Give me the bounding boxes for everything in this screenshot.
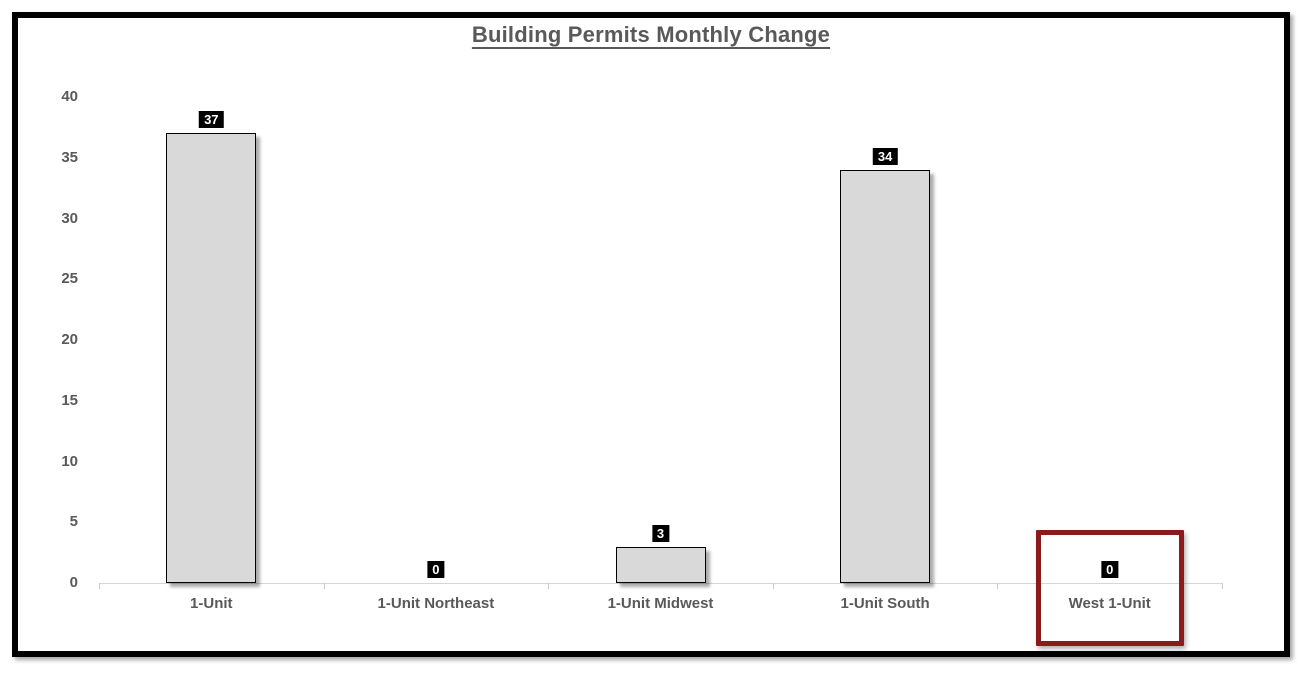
y-axis-tick-label: 35 bbox=[61, 148, 78, 166]
data-label-1-unit-northeast: 0 bbox=[427, 561, 445, 578]
y-axis-tick-label: 25 bbox=[61, 270, 78, 288]
data-label-1-unit-south: 34 bbox=[872, 147, 898, 165]
x-axis-tick bbox=[772, 583, 774, 589]
data-label-1-unit: 37 bbox=[199, 111, 224, 129]
y-axis-tick-label: 40 bbox=[61, 88, 78, 105]
highlight-box-west-1-unit[interactable] bbox=[1035, 530, 1184, 646]
x-axis-tick bbox=[1222, 583, 1223, 589]
y-axis-tick-label: 20 bbox=[61, 331, 78, 348]
x-axis-category-label: 1-Unit South bbox=[840, 595, 930, 612]
data-label-west-1-unit: 0 bbox=[1101, 561, 1119, 578]
y-axis-tick-label: 0 bbox=[69, 574, 78, 591]
x-axis-line bbox=[99, 583, 1222, 584]
x-axis-tick bbox=[548, 583, 550, 589]
y-axis-tick-label: 15 bbox=[61, 391, 78, 409]
x-axis-category-label: West 1-Unit bbox=[1068, 595, 1151, 612]
y-axis-tick-label: 30 bbox=[61, 209, 78, 227]
bar-1-unit-midwest[interactable] bbox=[615, 546, 706, 583]
x-axis-tick bbox=[99, 583, 100, 589]
data-label-1-unit-midwest: 3 bbox=[651, 524, 670, 542]
bar-1-unit-south[interactable] bbox=[840, 169, 931, 583]
x-axis-category-label: 1-Unit Northeast bbox=[377, 595, 495, 612]
y-axis-tick-label: 5 bbox=[69, 513, 78, 531]
chart-title: Building Permits Monthly Change bbox=[471, 22, 831, 47]
y-axis-tick-label: 10 bbox=[61, 452, 78, 470]
x-axis-category-label: 1-Unit Midwest bbox=[607, 595, 714, 612]
bar-1-unit[interactable] bbox=[166, 133, 257, 583]
x-axis-category-label: 1-Unit bbox=[190, 595, 233, 612]
x-axis-tick bbox=[323, 583, 325, 589]
x-axis-tick bbox=[997, 583, 999, 589]
